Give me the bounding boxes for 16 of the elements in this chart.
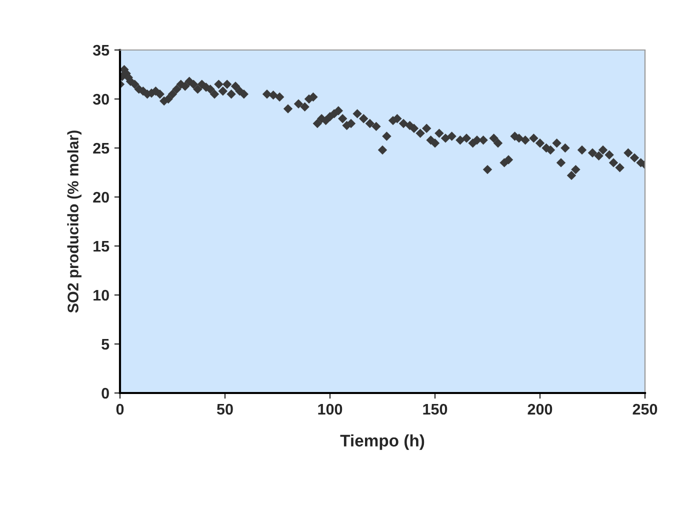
y-tick-label: 30 [92,94,109,105]
y-tick-label: 25 [93,142,110,154]
x-tick-label: 50 [216,404,233,415]
y-tick-label: 5 [102,339,110,350]
x-tick-label: 100 [318,404,342,415]
y-axis-title: SO2 producido (% molar) [67,130,82,313]
x-tick-label: 200 [528,404,552,415]
x-axis-title: Tiempo (h) [340,434,424,450]
x-tick-label: 150 [423,404,448,415]
y-tick-label: 20 [93,192,109,203]
x-tick-label: 0 [116,404,124,415]
x-tick-label: 250 [632,404,658,415]
y-tick-label: 15 [94,241,110,252]
y-tick-label: 35 [92,44,110,56]
y-tick-label: 10 [94,290,109,301]
y-tick-label: 0 [102,388,109,399]
